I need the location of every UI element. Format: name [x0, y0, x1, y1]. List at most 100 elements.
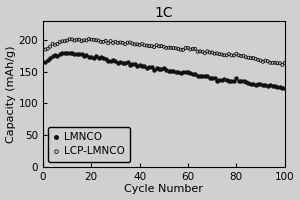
LMNCO: [62, 52, 67, 55]
LCP-LMNCO: [275, 62, 280, 65]
LMNCO: [236, 79, 241, 82]
LMNCO: [205, 75, 210, 78]
LCP-LMNCO: [193, 47, 198, 50]
LMNCO: [232, 80, 236, 83]
LCP-LMNCO: [263, 59, 268, 62]
LMNCO: [210, 77, 214, 80]
LCP-LMNCO: [219, 53, 224, 56]
LMNCO: [229, 80, 234, 83]
LCP-LMNCO: [149, 44, 154, 48]
LCP-LMNCO: [171, 46, 176, 50]
LMNCO: [239, 80, 244, 83]
LMNCO: [67, 51, 72, 54]
LMNCO: [132, 62, 137, 65]
LCP-LMNCO: [98, 40, 103, 44]
LCP-LMNCO: [253, 57, 258, 61]
LMNCO: [74, 53, 79, 56]
LCP-LMNCO: [137, 43, 142, 47]
LMNCO: [116, 61, 120, 64]
LMNCO: [212, 76, 217, 80]
LMNCO: [65, 51, 70, 55]
LCP-LMNCO: [190, 47, 195, 51]
LMNCO: [253, 83, 258, 86]
LCP-LMNCO: [224, 54, 229, 57]
LMNCO: [278, 85, 282, 88]
LMNCO: [186, 70, 190, 74]
LMNCO: [217, 78, 222, 81]
LCP-LMNCO: [159, 44, 164, 48]
LCP-LMNCO: [91, 38, 96, 41]
LCP-LMNCO: [128, 41, 132, 44]
LCP-LMNCO: [164, 46, 169, 50]
LCP-LMNCO: [265, 60, 270, 63]
LCP-LMNCO: [214, 52, 219, 55]
LMNCO: [202, 74, 207, 78]
LMNCO: [265, 84, 270, 87]
LMNCO: [142, 65, 147, 68]
LCP-LMNCO: [246, 56, 251, 59]
LMNCO: [207, 77, 212, 80]
LMNCO: [234, 76, 239, 80]
LCP-LMNCO: [210, 51, 214, 54]
LMNCO: [86, 56, 91, 59]
LMNCO: [96, 56, 101, 59]
LCP-LMNCO: [244, 56, 248, 59]
LCP-LMNCO: [48, 45, 52, 48]
LCP-LMNCO: [82, 39, 86, 42]
LCP-LMNCO: [55, 42, 60, 46]
LMNCO: [193, 72, 198, 76]
LCP-LMNCO: [89, 38, 94, 41]
LMNCO: [219, 78, 224, 81]
LCP-LMNCO: [239, 54, 244, 58]
LCP-LMNCO: [145, 44, 149, 47]
LMNCO: [152, 68, 157, 71]
LCP-LMNCO: [43, 48, 48, 51]
LCP-LMNCO: [130, 42, 135, 45]
LCP-LMNCO: [169, 46, 173, 49]
LMNCO: [244, 81, 248, 84]
LCP-LMNCO: [108, 39, 113, 43]
LMNCO: [282, 86, 287, 89]
LCP-LMNCO: [84, 39, 89, 42]
LCP-LMNCO: [236, 54, 241, 57]
LMNCO: [58, 53, 62, 56]
LCP-LMNCO: [205, 50, 210, 53]
LCP-LMNCO: [270, 61, 275, 64]
LMNCO: [270, 85, 275, 88]
LMNCO: [118, 61, 123, 64]
LMNCO: [169, 69, 173, 72]
LCP-LMNCO: [135, 43, 140, 46]
LMNCO: [111, 59, 116, 62]
LMNCO: [241, 80, 246, 83]
LCP-LMNCO: [248, 57, 253, 60]
LMNCO: [108, 59, 113, 62]
LMNCO: [256, 82, 260, 86]
LCP-LMNCO: [103, 39, 108, 42]
LCP-LMNCO: [50, 42, 55, 45]
LCP-LMNCO: [280, 63, 285, 66]
LCP-LMNCO: [178, 48, 183, 51]
LMNCO: [55, 54, 60, 57]
LMNCO: [258, 83, 263, 86]
Legend: LMNCO, LCP-LMNCO: LMNCO, LCP-LMNCO: [48, 127, 130, 162]
LMNCO: [82, 54, 86, 58]
LMNCO: [145, 66, 149, 70]
LMNCO: [98, 56, 103, 59]
LMNCO: [181, 71, 185, 74]
LCP-LMNCO: [72, 39, 77, 42]
LCP-LMNCO: [106, 42, 111, 45]
LCP-LMNCO: [116, 41, 120, 45]
LCP-LMNCO: [229, 54, 234, 57]
LCP-LMNCO: [45, 47, 50, 50]
LCP-LMNCO: [183, 46, 188, 50]
LMNCO: [200, 75, 205, 78]
LCP-LMNCO: [222, 54, 226, 57]
LCP-LMNCO: [142, 44, 147, 47]
LMNCO: [198, 74, 203, 77]
LMNCO: [260, 83, 265, 86]
LMNCO: [91, 56, 96, 59]
Title: 1C: 1C: [154, 6, 173, 20]
LCP-LMNCO: [86, 37, 91, 41]
LMNCO: [72, 52, 77, 55]
LCP-LMNCO: [120, 41, 125, 44]
